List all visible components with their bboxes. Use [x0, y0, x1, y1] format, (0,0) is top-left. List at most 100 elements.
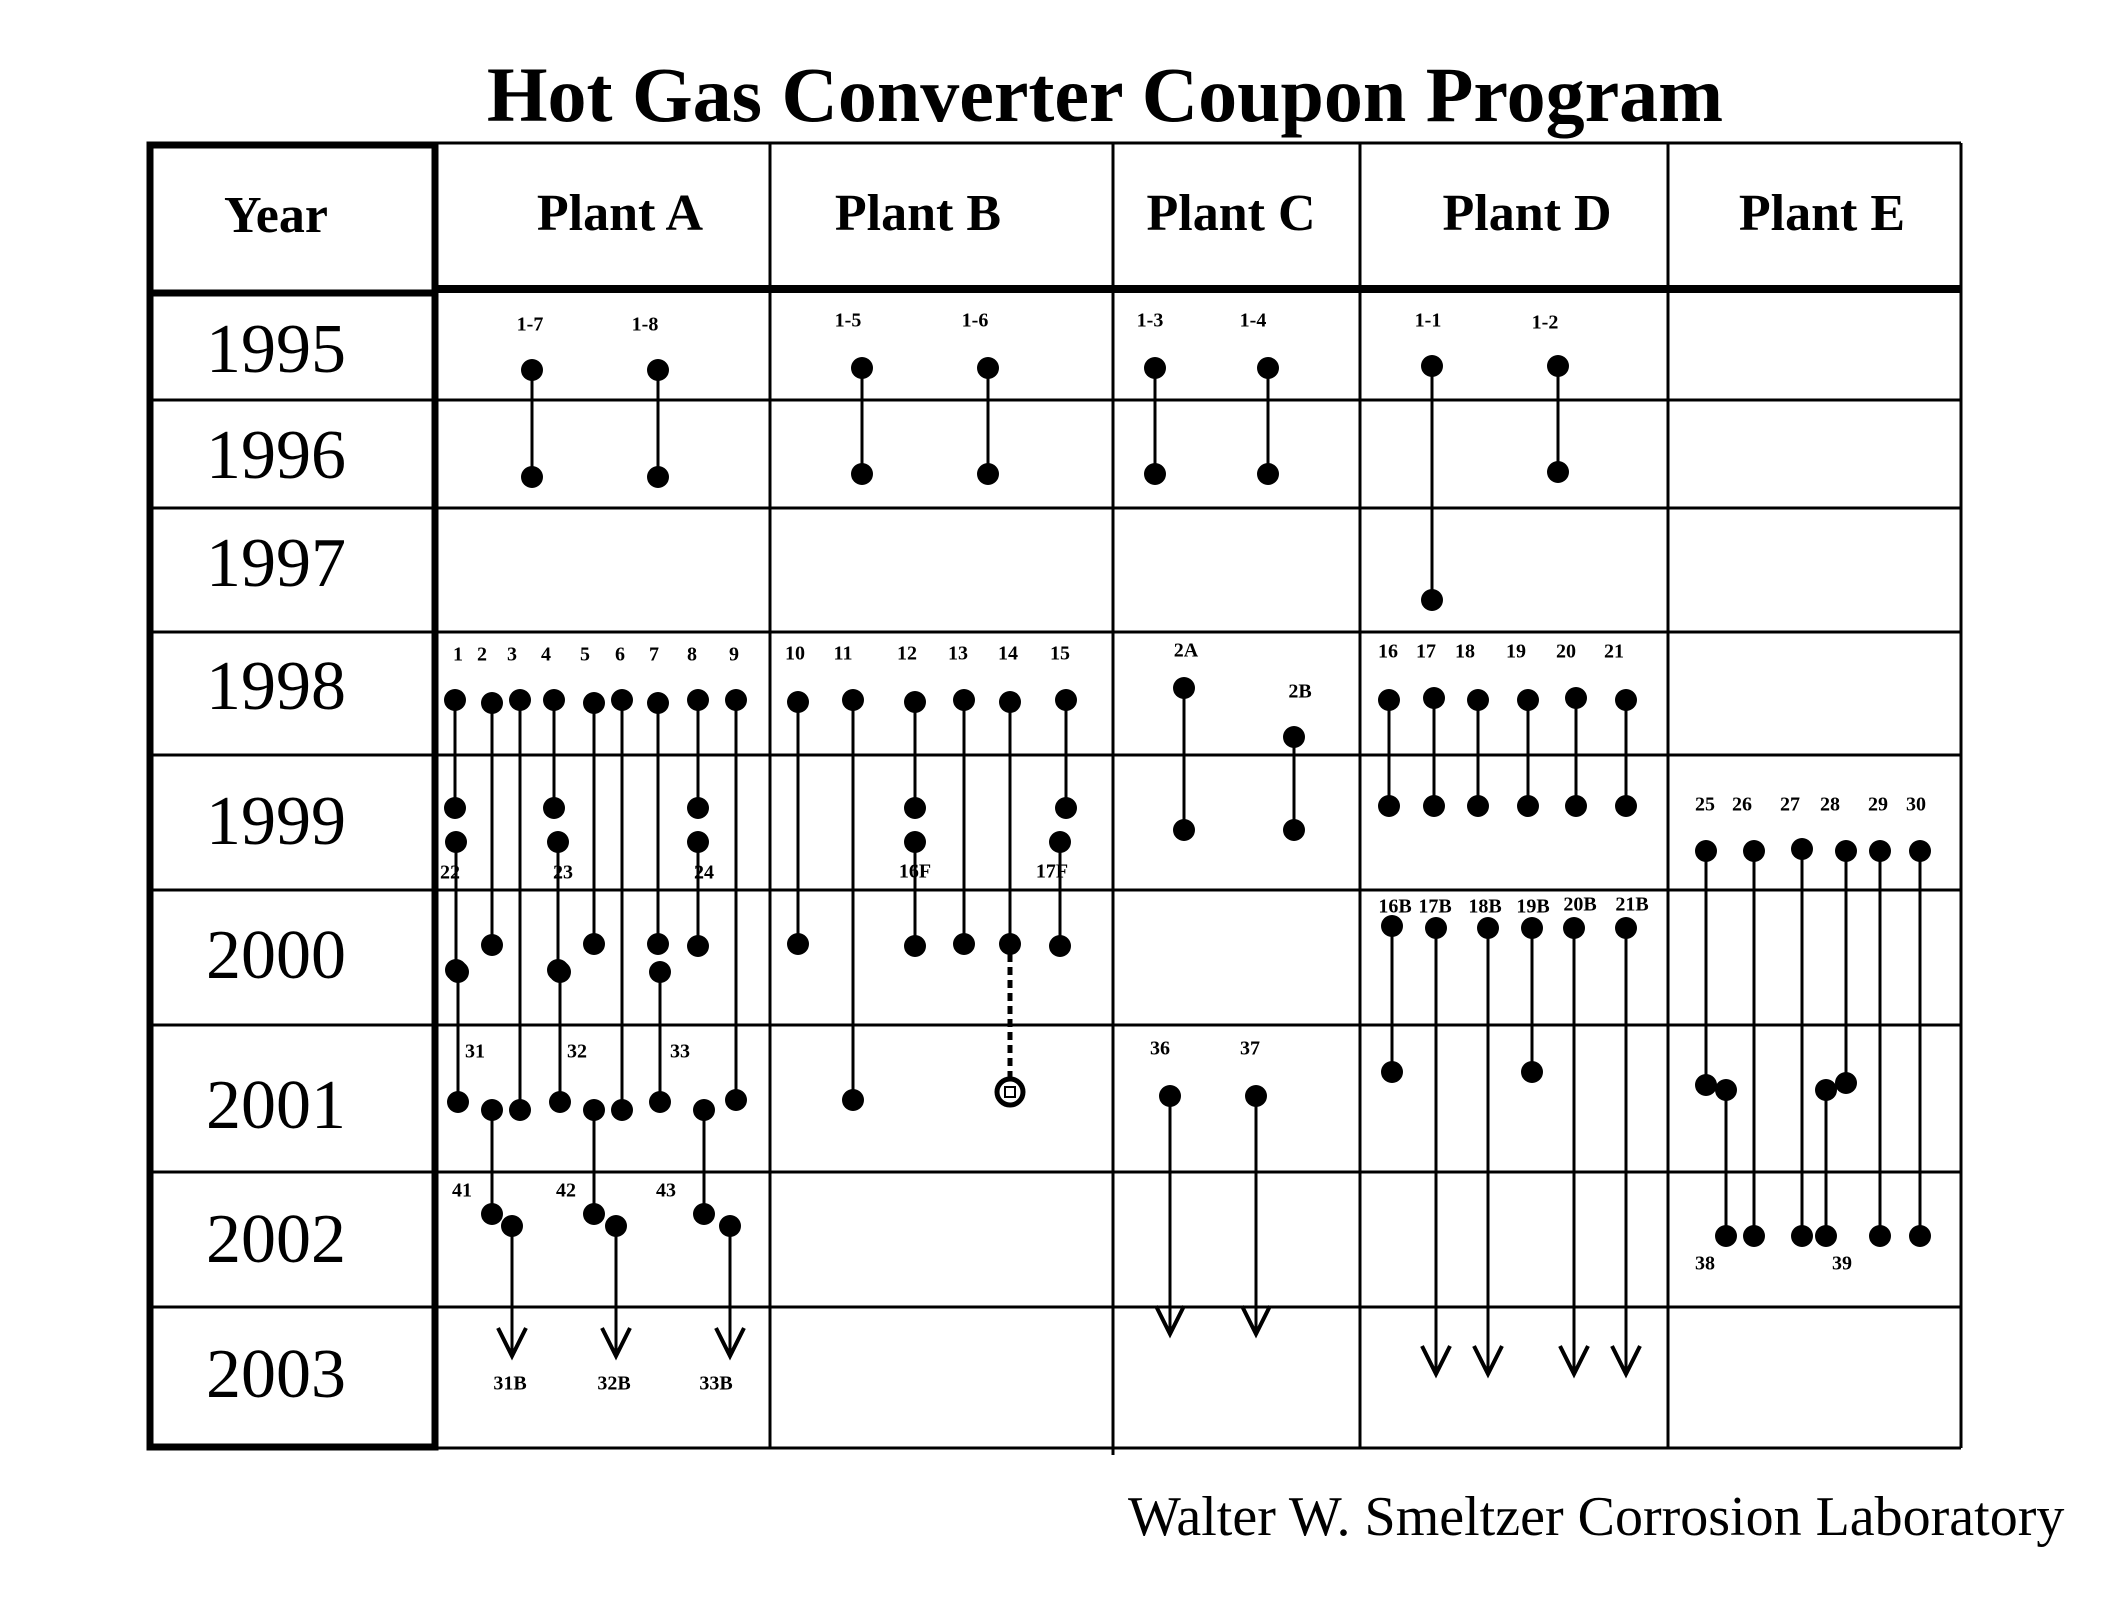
- coupon-end-dot: [1049, 935, 1071, 957]
- coupon-label: 30: [1906, 794, 1926, 816]
- coupon-start-dot: [999, 691, 1021, 713]
- coupon-29: 29: [1868, 794, 1891, 1247]
- coupon-label: 39: [1832, 1253, 1852, 1275]
- coupon-end-dot: [1283, 819, 1305, 841]
- coupon-label: 6: [615, 644, 625, 666]
- coupon-33b: 33B: [699, 1215, 746, 1395]
- coupon-start-dot: [1791, 838, 1813, 860]
- coupon-30: 30: [1906, 794, 1931, 1247]
- coupon-start-dot: [509, 689, 531, 711]
- year-label-1997: 1997: [206, 525, 346, 602]
- plant-header-d: Plant D: [1443, 185, 1612, 242]
- plant-header-b: Plant B: [835, 185, 1001, 242]
- coupon-start-dot: [1815, 1079, 1837, 1101]
- coupon-end-dot: [1743, 1225, 1765, 1247]
- coupon-start-dot: [543, 689, 565, 711]
- coupon-21: 21: [1604, 641, 1637, 817]
- coupon-end-dot: [1715, 1225, 1737, 1247]
- coupon-label: 9: [729, 644, 739, 666]
- coupon-end-dot: [787, 933, 809, 955]
- coupon-label: 17B: [1418, 896, 1451, 918]
- coupon-start-dot: [977, 357, 999, 379]
- coupon-start-dot: [1421, 355, 1443, 377]
- coupon-1-2: 1-2: [1532, 312, 1569, 483]
- coupon-2: 2: [477, 644, 503, 956]
- coupon-19b: 19B: [1516, 896, 1550, 1083]
- coupon-start-dot: [444, 689, 466, 711]
- coupon-end-dot: [543, 797, 565, 819]
- coupon-label: 4: [541, 644, 551, 666]
- coupon-label: 3: [507, 644, 517, 666]
- coupon-start-dot: [1055, 689, 1077, 711]
- coupon-33: 33: [649, 961, 690, 1113]
- coupon-label: 8: [687, 644, 697, 666]
- coupon-2a: 2A: [1173, 640, 1199, 841]
- coupon-start-dot: [501, 1215, 523, 1237]
- plant-header-a: Plant A: [537, 185, 704, 242]
- year-label-1995: 1995: [206, 311, 346, 388]
- coupon-21b: 21B: [1610, 894, 1649, 1379]
- year-header: Year: [224, 187, 328, 244]
- coupon-end-dot: [1835, 1072, 1857, 1094]
- coupon-label: 10: [785, 643, 805, 665]
- coupon-15: 15: [1050, 643, 1077, 819]
- coupon-13: 13: [948, 643, 975, 955]
- coupon-label: 23: [553, 862, 573, 884]
- coupon-end-dot: [583, 933, 605, 955]
- coupon-22: 22: [440, 831, 467, 981]
- coupon-end-dot: [447, 1091, 469, 1113]
- coupon-start-dot: [1425, 917, 1447, 939]
- coupon-start-dot: [1909, 840, 1931, 862]
- coupon-start-dot: [1477, 917, 1499, 939]
- coupon-1-6: 1-6: [962, 310, 999, 485]
- coupon-end-dot: [647, 466, 669, 488]
- coupon-end-dot: [481, 934, 503, 956]
- coupon-start-dot: [1517, 689, 1539, 711]
- coupon-end-dot: [977, 463, 999, 485]
- coupon-end-dot: [1565, 795, 1587, 817]
- coupon-end-dot: [1257, 463, 1279, 485]
- coupon-label: 31B: [493, 1373, 526, 1395]
- coupon-5: 5: [580, 644, 605, 955]
- coupon-end-dot: [509, 1099, 531, 1121]
- coupon-label: 20: [1556, 641, 1576, 663]
- coupon-end-dot: [444, 797, 466, 819]
- coupon-label: 33: [670, 1041, 690, 1063]
- coupon-11: 11: [834, 643, 864, 1111]
- coupon-label: 7: [649, 644, 659, 666]
- coupon-end-arrow: [600, 1327, 632, 1361]
- year-label-2001: 2001: [206, 1067, 346, 1144]
- coupon-start-dot: [1378, 689, 1400, 711]
- coupon-1-1: 1-1: [1415, 310, 1443, 611]
- coupon-end-dot: [904, 935, 926, 957]
- coupon-10: 10: [785, 643, 809, 955]
- coupon-end-dot: [999, 933, 1021, 955]
- coupon-label: 15: [1050, 643, 1070, 665]
- coupon-end-dot: [904, 797, 926, 819]
- coupon-label: 12: [897, 643, 917, 665]
- coupon-label: 32: [567, 1041, 587, 1063]
- coupon-label: 41: [452, 1180, 472, 1202]
- coupon-start-dot: [725, 689, 747, 711]
- year-label-1999: 1999: [206, 783, 346, 860]
- coupon-start-dot: [687, 689, 709, 711]
- coupon-end-arrow: [1472, 1345, 1504, 1379]
- coupon-23: 23: [547, 831, 573, 981]
- coupon-label: 1-6: [962, 310, 989, 332]
- coupon-label: 19B: [1516, 896, 1549, 918]
- coupon-31b: 31B: [493, 1215, 528, 1395]
- coupon-17f: 17F: [1036, 831, 1071, 957]
- year-label-2002: 2002: [206, 1201, 346, 1278]
- coupon-end-dot: [1521, 1061, 1543, 1083]
- coupon-1: 1: [444, 644, 466, 819]
- coupon-end-dot: [1173, 819, 1195, 841]
- coupon-label: 42: [556, 1180, 576, 1202]
- coupon-label: 21B: [1615, 894, 1648, 916]
- coupon-end-dot: [687, 935, 709, 957]
- coupon-start-dot: [583, 1099, 605, 1121]
- coupon-label: 43: [656, 1180, 676, 1202]
- coupon-label: 14: [998, 643, 1018, 665]
- coupon-start-dot: [693, 1099, 715, 1121]
- coupon-end-dot: [1791, 1225, 1813, 1247]
- coupon-2b: 2B: [1283, 681, 1312, 841]
